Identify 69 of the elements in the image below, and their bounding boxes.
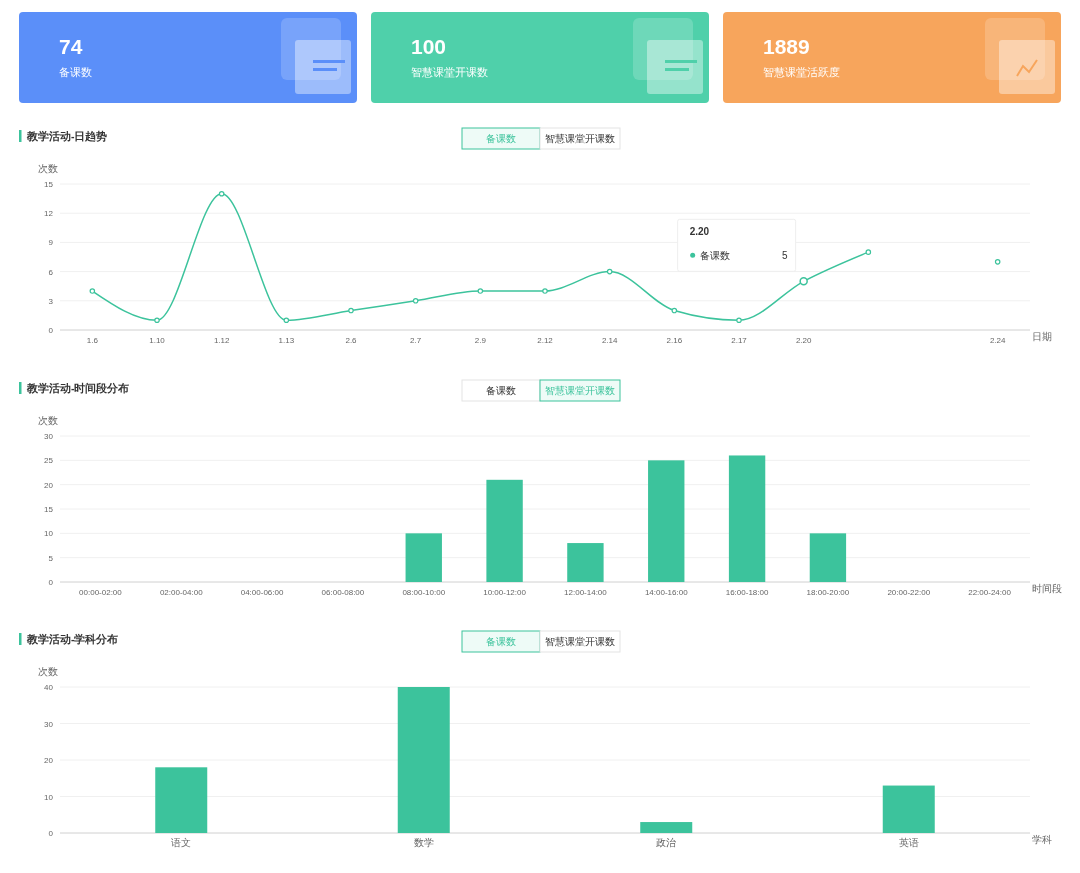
- x-tick-label: 2.12: [537, 336, 554, 345]
- y-tick-label: 15: [44, 180, 54, 189]
- y-axis-title: 次数: [38, 415, 58, 426]
- x-tick-label: 1.10: [149, 336, 166, 345]
- x-tick-label: 1.13: [278, 336, 295, 345]
- data-label: 1889: [763, 35, 810, 58]
- text: 备课数: [486, 385, 516, 396]
- y-tick-label: 12: [44, 209, 54, 219]
- x-axis-title: 时间段: [1032, 583, 1062, 594]
- x-tick-label: 18:00-20:00: [806, 588, 850, 597]
- x-axis-title: 日期: [1032, 331, 1052, 342]
- y-tick-label: 9: [48, 238, 54, 248]
- y-tick-label: 40: [44, 683, 54, 692]
- x-tick-label: 20:00-22:00: [887, 588, 931, 597]
- x-tick-label: 2.17: [731, 336, 748, 345]
- x-tick-label: 2.6: [345, 336, 358, 345]
- y-tick-label: 20: [44, 480, 54, 490]
- y-tick-label: 30: [44, 719, 54, 729]
- chart-title: 教学活动-日趋势: [26, 130, 108, 142]
- y-tick-label: 30: [44, 432, 54, 441]
- x-tick-label: 12:00-14:00: [564, 588, 608, 597]
- x-tick-label: 政治: [656, 837, 677, 848]
- data-label: 5: [782, 250, 789, 262]
- x-tick-label: 2.20: [795, 336, 812, 345]
- x-tick-label: 08:00-10:00: [402, 588, 446, 597]
- x-tick-label: 00:00-02:00: [79, 588, 123, 597]
- x-tick-label: 2.7: [410, 336, 422, 345]
- y-tick-label: 10: [44, 792, 54, 802]
- x-tick-label: 02:00-04:00: [159, 588, 204, 597]
- y-tick-label: 15: [44, 505, 54, 514]
- y-tick-label: 5: [48, 553, 54, 563]
- y-tick-label: 25: [44, 456, 54, 466]
- y-tick-label: 3: [48, 296, 54, 306]
- x-tick-label: 语文: [171, 837, 192, 848]
- data-label: 100: [411, 35, 447, 58]
- x-axis-title: 学科: [1032, 834, 1052, 845]
- text: 备课数: [486, 636, 516, 647]
- x-tick-label: 1.12: [213, 336, 230, 345]
- text: 智慧课堂开课数: [545, 385, 615, 396]
- x-tick-label: 1.6: [86, 336, 99, 345]
- x-tick-label: 2.14: [601, 336, 618, 345]
- x-tick-label: 数学: [413, 837, 434, 848]
- y-axis-title: 次数: [38, 163, 58, 174]
- chart-title: 教学活动-学科分布: [26, 633, 119, 645]
- x-tick-label: 2.9: [474, 336, 487, 345]
- y-tick-label: 0: [48, 578, 54, 587]
- y-tick-label: 20: [44, 756, 54, 765]
- category-label: 智慧课堂开课数: [411, 66, 488, 78]
- text: 智慧课堂开课数: [545, 636, 615, 647]
- data-label: 74: [59, 35, 83, 58]
- category-label: 备课数: [59, 66, 92, 78]
- x-tick-label: 06:00-08:00: [321, 588, 365, 597]
- x-tick-label: 英语: [898, 837, 919, 848]
- y-tick-label: 0: [48, 326, 54, 335]
- y-tick-label: 6: [48, 267, 54, 277]
- x-tick-label: 2.16: [666, 336, 683, 345]
- y-tick-label: 0: [48, 829, 54, 838]
- x-tick-label: 22:00-24:00: [968, 588, 1012, 597]
- x-tick-label: 04:00-06:00: [240, 588, 284, 597]
- text: 备课数: [486, 133, 516, 144]
- category-label: 智慧课堂活跃度: [763, 66, 840, 78]
- y-tick-label: 10: [44, 529, 54, 539]
- text: 智慧课堂开课数: [545, 133, 615, 144]
- x-tick-label: 2.24: [989, 336, 1006, 345]
- x-tick-label: 16:00-18:00: [725, 588, 769, 597]
- chart-title: 教学活动-时间段分布: [26, 382, 130, 394]
- x-tick-label: 10:00-12:00: [483, 588, 527, 597]
- y-axis-title: 次数: [38, 666, 58, 677]
- x-tick-label: 14:00-16:00: [644, 588, 689, 597]
